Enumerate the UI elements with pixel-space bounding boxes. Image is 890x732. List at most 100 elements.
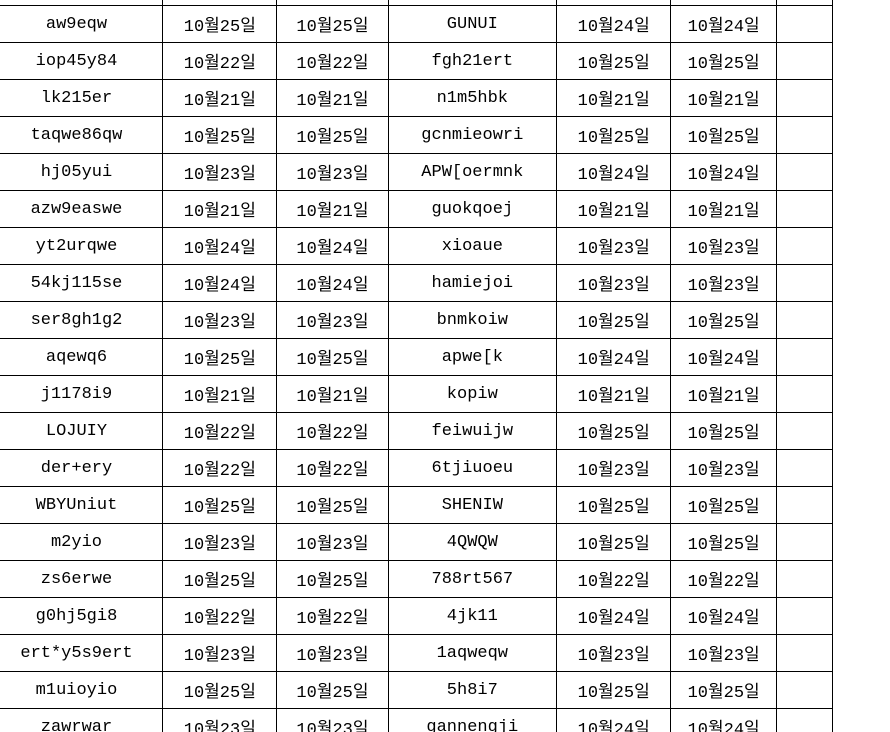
cell-code-a[interactable]: m1uioyio <box>0 671 164 709</box>
cell-code-b[interactable]: guokqoej <box>387 190 558 228</box>
cell-code-b[interactable]: feiwuijw <box>387 412 558 450</box>
cell-date-a1[interactable]: 10월24일 <box>162 264 278 302</box>
cell-date-b1[interactable]: 10월23일 <box>556 264 672 302</box>
cell-code-a[interactable]: yt2urqwe <box>0 227 164 265</box>
cell-date-a1[interactable]: 10월23일 <box>162 153 278 191</box>
cell-date-a1[interactable]: 10월22일 <box>162 597 278 635</box>
cell-code-a[interactable]: zs6erwe <box>0 560 164 598</box>
cell-code-a[interactable]: hj05yui <box>0 153 164 191</box>
cell-date-a2[interactable]: 10월22일 <box>276 412 389 450</box>
cell-date-a2[interactable]: 10월25일 <box>276 338 389 376</box>
cell-date-b1[interactable]: 10월25일 <box>556 412 672 450</box>
cell-date-a1[interactable]: 10월23일 <box>162 523 278 561</box>
cell-code-b[interactable]: SHENIW <box>387 486 558 524</box>
cell-date-a1[interactable]: 10월25일 <box>162 116 278 154</box>
cell-date-b2[interactable]: 10월23일 <box>670 634 778 672</box>
cell-date-b1[interactable]: 10월21일 <box>556 79 672 117</box>
cell-date-b1[interactable]: 10월25일 <box>556 301 672 339</box>
cell-date-b1[interactable]: 10월25일 <box>556 523 672 561</box>
cell-date-b2[interactable]: 10월25일 <box>670 486 778 524</box>
cell-date-a1[interactable]: 10월22일 <box>162 449 278 487</box>
cell-date-a1[interactable]: 10월21일 <box>162 375 278 413</box>
cell-date-b1[interactable]: 10월23일 <box>556 449 672 487</box>
cell-date-b1[interactable]: 10월25일 <box>556 486 672 524</box>
cell-code-a[interactable]: ert*y5s9ert <box>0 634 164 672</box>
cell-date-a1[interactable]: 10월23일 <box>162 708 278 732</box>
cell-code-a[interactable]: aqewq6 <box>0 338 164 376</box>
cell-code-a[interactable]: taqwe86qw <box>0 116 164 154</box>
cell-code-a[interactable]: g0hj5gi8 <box>0 597 164 635</box>
cell-date-a2[interactable]: 10월23일 <box>276 523 389 561</box>
cell-date-b2[interactable]: 10월24일 <box>670 708 778 732</box>
cell-code-b[interactable]: gcnmieowri <box>387 116 558 154</box>
cell-date-b2[interactable]: 10월25일 <box>670 412 778 450</box>
cell-date-b2[interactable]: 10월25일 <box>670 523 778 561</box>
cell-code-b[interactable]: hamiejoi <box>387 264 558 302</box>
cell-date-b1[interactable]: 10월25일 <box>556 671 672 709</box>
cell-date-a2[interactable]: 10월23일 <box>276 153 389 191</box>
cell-date-b1[interactable]: 10월24일 <box>556 708 672 732</box>
cell-date-b2[interactable]: 10월25일 <box>670 42 778 80</box>
cell-code-b[interactable]: APW[oermnk <box>387 153 558 191</box>
cell-code-b[interactable]: apwe[k <box>387 338 558 376</box>
cell-date-b1[interactable]: 10월24일 <box>556 338 672 376</box>
cell-code-a[interactable]: azw9easwe <box>0 190 164 228</box>
cell-date-b1[interactable]: 10월25일 <box>556 42 672 80</box>
cell-code-a[interactable]: ser8gh1g2 <box>0 301 164 339</box>
cell-date-b1[interactable]: 10월24일 <box>556 597 672 635</box>
cell-code-b[interactable]: 788rt567 <box>387 560 558 598</box>
cell-date-b2[interactable]: 10월21일 <box>670 79 778 117</box>
cell-code-b[interactable]: 5h8i7 <box>387 671 558 709</box>
cell-date-b1[interactable]: 10월23일 <box>556 227 672 265</box>
cell-code-b[interactable]: gannengji <box>387 708 558 732</box>
cell-date-a2[interactable]: 10월24일 <box>276 227 389 265</box>
cell-date-a1[interactable]: 10월22일 <box>162 412 278 450</box>
cell-date-a2[interactable]: 10월22일 <box>276 449 389 487</box>
cell-date-a2[interactable]: 10월22일 <box>276 42 389 80</box>
cell-code-b[interactable]: xioaue <box>387 227 558 265</box>
cell-code-a[interactable]: m2yio <box>0 523 164 561</box>
cell-date-a1[interactable]: 10월25일 <box>162 560 278 598</box>
cell-date-b2[interactable]: 10월24일 <box>670 338 778 376</box>
cell-date-b1[interactable]: 10월21일 <box>556 190 672 228</box>
cell-code-a[interactable]: LOJUIY <box>0 412 164 450</box>
cell-date-b2[interactable]: 10월25일 <box>670 301 778 339</box>
cell-code-a[interactable]: j1178i9 <box>0 375 164 413</box>
cell-code-a[interactable]: aw9eqw <box>0 5 164 43</box>
cell-date-b1[interactable]: 10월21일 <box>556 375 672 413</box>
cell-date-a2[interactable]: 10월23일 <box>276 634 389 672</box>
cell-date-b2[interactable]: 10월21일 <box>670 190 778 228</box>
cell-code-b[interactable]: fgh21ert <box>387 42 558 80</box>
cell-date-a1[interactable]: 10월21일 <box>162 79 278 117</box>
cell-date-a1[interactable]: 10월25일 <box>162 5 278 43</box>
cell-date-a1[interactable]: 10월21일 <box>162 190 278 228</box>
cell-date-b2[interactable]: 10월24일 <box>670 5 778 43</box>
cell-date-b1[interactable]: 10월23일 <box>556 634 672 672</box>
cell-date-b1[interactable]: 10월24일 <box>556 5 672 43</box>
cell-code-a[interactable]: WBYUniut <box>0 486 164 524</box>
cell-date-a2[interactable]: 10월25일 <box>276 560 389 598</box>
cell-date-b2[interactable]: 10월25일 <box>670 116 778 154</box>
cell-date-b2[interactable]: 10월23일 <box>670 264 778 302</box>
cell-date-b2[interactable]: 10월25일 <box>670 671 778 709</box>
cell-date-a1[interactable]: 10월23일 <box>162 301 278 339</box>
cell-code-b[interactable]: 4jk11 <box>387 597 558 635</box>
cell-date-b1[interactable]: 10월25일 <box>556 116 672 154</box>
cell-date-a2[interactable]: 10월21일 <box>276 79 389 117</box>
cell-code-b[interactable]: kopiw <box>387 375 558 413</box>
cell-date-a2[interactable]: 10월25일 <box>276 5 389 43</box>
cell-code-b[interactable]: 1aqweqw <box>387 634 558 672</box>
cell-code-a[interactable]: zawrwar <box>0 708 164 732</box>
cell-date-a2[interactable]: 10월23일 <box>276 301 389 339</box>
cell-date-b2[interactable]: 10월24일 <box>670 597 778 635</box>
cell-date-a2[interactable]: 10월25일 <box>276 486 389 524</box>
cell-date-b2[interactable]: 10월22일 <box>670 560 778 598</box>
cell-date-b1[interactable]: 10월24일 <box>556 153 672 191</box>
cell-date-b1[interactable]: 10월22일 <box>556 560 672 598</box>
cell-date-a2[interactable]: 10월23일 <box>276 708 389 732</box>
cell-code-a[interactable]: der+ery <box>0 449 164 487</box>
cell-code-b[interactable]: n1m5hbk <box>387 79 558 117</box>
cell-code-a[interactable]: iop45y84 <box>0 42 164 80</box>
cell-date-a2[interactable]: 10월25일 <box>276 116 389 154</box>
cell-code-b[interactable]: 6tjiuoeu <box>387 449 558 487</box>
